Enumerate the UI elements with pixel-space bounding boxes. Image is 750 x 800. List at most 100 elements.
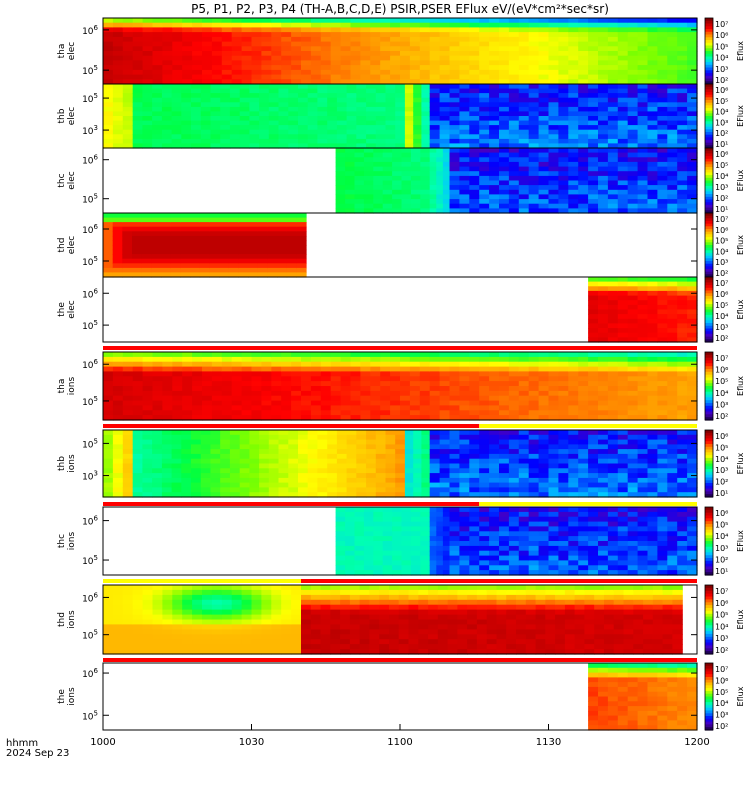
spectrogram-cell xyxy=(151,263,162,269)
spectrogram-cell xyxy=(459,125,470,131)
spectrogram-cell xyxy=(528,189,540,195)
spectrogram-cell xyxy=(409,376,421,382)
spectrogram-cell xyxy=(469,449,480,455)
spectrogram-cell xyxy=(647,395,658,402)
spectrogram-cell xyxy=(404,84,414,90)
spectrogram-cell xyxy=(677,116,688,122)
spectrogram-cell xyxy=(420,550,431,557)
spectrogram-cell xyxy=(200,138,212,145)
spectrogram-cell xyxy=(370,361,381,368)
colorbar-tick-label: 10⁴ xyxy=(715,108,728,117)
spectrogram-cell xyxy=(345,194,356,200)
spectrogram-cell xyxy=(268,120,280,126)
spectrogram-cell xyxy=(588,473,599,479)
spectrogram-cell xyxy=(607,458,619,465)
spectrogram-cell xyxy=(617,171,629,177)
colorbar-swatch xyxy=(705,42,713,47)
spectrogram-cell xyxy=(251,22,262,28)
spectrogram-cell xyxy=(469,180,480,186)
spectrogram-cell xyxy=(607,171,619,177)
spectrogram-cell xyxy=(409,55,421,61)
spectrogram-cell xyxy=(122,468,134,474)
spectrogram-cell xyxy=(489,97,500,103)
panel-ylabel: thbelec xyxy=(57,107,77,126)
spectrogram-cell xyxy=(162,352,173,358)
spectrogram-cell xyxy=(442,185,451,191)
y-tick-exponent: 3 xyxy=(94,124,98,132)
spectrogram-cell xyxy=(598,208,609,214)
spectrogram-cell xyxy=(122,463,134,469)
spectrogram-cell xyxy=(171,482,182,488)
spectrogram-cell xyxy=(370,60,381,66)
spectrogram-cell xyxy=(180,272,191,278)
spectrogram-cell xyxy=(141,263,152,269)
spectrogram-cell xyxy=(132,84,143,90)
spectrogram-cell xyxy=(211,46,223,52)
spectrogram-cell xyxy=(667,41,678,47)
spectrogram-cell xyxy=(479,51,490,57)
spectrogram-cell xyxy=(538,352,550,358)
spectrogram-cell xyxy=(637,157,649,163)
spectrogram-cell xyxy=(192,46,203,52)
spectrogram-cell xyxy=(209,249,220,255)
spectrogram-cell xyxy=(637,371,649,377)
spectrogram-cell xyxy=(410,511,421,518)
spectrogram-cell xyxy=(617,32,629,38)
spectrogram-cell xyxy=(548,468,559,474)
spectrogram-cell xyxy=(281,386,292,392)
spectrogram-cell xyxy=(469,468,480,474)
spectrogram-cell xyxy=(162,41,173,47)
spectrogram-cell xyxy=(528,46,540,52)
spectrogram-cell xyxy=(667,194,678,200)
spectrogram-cell xyxy=(375,125,387,131)
spectrogram-cell xyxy=(538,477,550,484)
spectrogram-cell xyxy=(182,415,193,421)
spectrogram-cell xyxy=(346,487,357,493)
colorbar-swatch xyxy=(705,271,713,275)
spectrogram-cell xyxy=(239,111,250,117)
spectrogram-cell xyxy=(392,208,403,214)
spectrogram-cell xyxy=(538,203,550,209)
spectrogram-cell xyxy=(558,65,569,71)
spectrogram-cell xyxy=(141,272,152,278)
spectrogram-cell xyxy=(132,376,144,382)
spectrogram-cell xyxy=(558,208,569,214)
colorbar-swatch xyxy=(705,75,713,80)
spectrogram-cell xyxy=(617,400,629,407)
spectrogram-cell xyxy=(469,473,480,479)
colorbar-swatch xyxy=(705,374,713,379)
spectrogram-cell xyxy=(637,281,649,287)
spectrogram-cell xyxy=(459,449,470,455)
spectrogram-cell xyxy=(667,69,678,76)
spectrogram-cell xyxy=(219,226,230,232)
spectrogram-cell xyxy=(231,356,243,363)
spectrogram-cell xyxy=(221,27,233,33)
colorbar-swatch xyxy=(705,263,713,267)
spectrogram-cell xyxy=(345,521,356,528)
spectrogram-cell xyxy=(268,434,280,441)
spectrogram-cell xyxy=(161,439,173,445)
spectrogram-cell xyxy=(271,36,282,43)
colorbar-tick-label: 10⁵ xyxy=(715,161,728,170)
spectrogram-cell xyxy=(568,492,579,498)
spectrogram-cell xyxy=(459,555,470,562)
spectrogram-cell xyxy=(152,138,163,145)
spectrogram-cell xyxy=(220,430,231,436)
spectrogram-cell xyxy=(469,97,480,103)
spectrogram-segment xyxy=(335,507,431,576)
spectrogram-cell xyxy=(647,309,658,315)
spectrogram-cell xyxy=(330,65,342,71)
spectrogram-cell xyxy=(421,492,431,498)
spectrogram-cell xyxy=(301,18,312,24)
spectrogram-cell xyxy=(363,175,374,182)
y-tick-exponent: 5 xyxy=(94,395,98,403)
spectrogram-cell xyxy=(122,143,134,149)
colorbar-swatch xyxy=(705,221,713,225)
spectrogram-cell xyxy=(588,148,599,154)
spectrogram-cell xyxy=(354,541,365,547)
spectrogram-cell xyxy=(627,430,639,436)
spectrogram-cell xyxy=(192,376,203,382)
spectrogram-cell xyxy=(667,161,678,168)
